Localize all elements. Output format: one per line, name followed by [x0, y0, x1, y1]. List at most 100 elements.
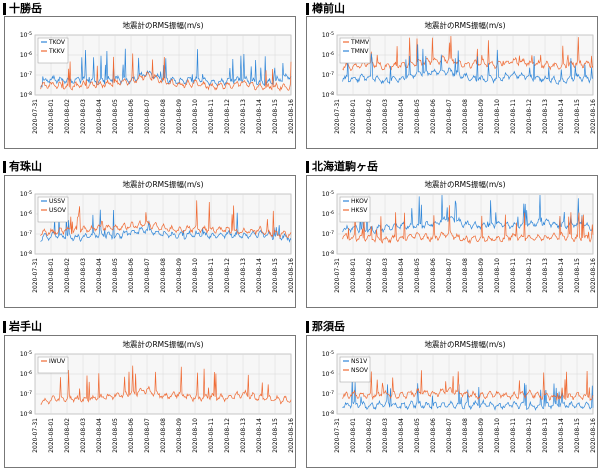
x-tick-label: 2020-08-01: [48, 99, 55, 134]
series-line-tkkv: [40, 53, 292, 92]
chart-panel-hokkaido-komagatake: 地震計のRMS振幅(m/s) 10-5 10-6 10-7 10-8 2020-07-31…: [306, 175, 598, 308]
y-tick-label: 10-8: [322, 250, 334, 258]
chart-panel-tarumaesan: 地震計のRMS振幅(m/s) 10-5 10-6 10-7 10-8 2020-07-31…: [306, 16, 598, 149]
y-tick-label: 10-6: [20, 370, 32, 378]
chart-title: 地震計のRMS振幅(m/s): [424, 179, 505, 189]
x-tick-label: 2020-08-16: [288, 258, 295, 293]
legend-label: NSOV: [351, 367, 369, 374]
y-tick-label: 10-6: [322, 370, 334, 378]
x-tick-label: 2020-08-11: [510, 258, 517, 293]
x-tick-label: 2020-08-07: [144, 258, 151, 293]
chart-title: 地震計のRMS振幅(m/s): [122, 20, 203, 30]
legend: NS1V NSOV: [339, 356, 371, 383]
x-tick-label: 2020-08-03: [80, 99, 87, 134]
legend-label: HKSV: [351, 207, 368, 214]
x-tick-label: 2020-08-07: [446, 258, 453, 293]
y-tick-label: 10-8: [20, 250, 32, 258]
x-tick-label: 2020-07-31: [32, 418, 39, 453]
series-line-hkov: [342, 194, 594, 234]
y-tick-label: 10-6: [322, 51, 334, 59]
station-title-hokkaido-komagatake: 北海道駒ヶ岳: [306, 160, 378, 174]
x-tick-label: 2020-08-07: [144, 418, 151, 453]
x-tick-label: 2020-08-04: [398, 418, 405, 453]
x-tick-label: 2020-07-31: [334, 418, 341, 453]
x-tick-label: 2020-08-01: [350, 418, 357, 453]
rms-chart: 地震計のRMS振幅(m/s) 10-5 10-6 10-7 10-82020-07-31…: [322, 20, 597, 134]
x-tick-label: 2020-08-12: [526, 418, 533, 453]
x-tick-label: 2020-08-12: [224, 418, 231, 453]
rms-chart: 地震計のRMS振幅(m/s) 10-5 10-6 10-7 10-82020-07-31…: [20, 179, 295, 293]
chart-title: 地震計のRMS振幅(m/s): [424, 20, 505, 30]
station-title-nasudake: 那須岳: [306, 320, 345, 334]
y-tick-label: 10-6: [20, 210, 32, 218]
legend-label: TMNV: [350, 48, 369, 55]
x-tick-label: 2020-08-15: [272, 99, 279, 134]
station-name: 十勝岳: [9, 2, 42, 15]
x-tick-label: 2020-08-05: [112, 99, 119, 134]
x-tick-label: 2020-08-06: [128, 418, 135, 453]
legend: TKOV TKKV: [37, 37, 69, 64]
x-tick-label: 2020-08-08: [462, 99, 469, 134]
y-tick-label: 10-5: [20, 190, 32, 198]
x-tick-label: 2020-08-08: [462, 258, 469, 293]
x-tick-label: 2020-08-12: [526, 99, 533, 134]
y-tick-label: 10-6: [322, 210, 334, 218]
x-tick-label: 2020-08-14: [256, 99, 263, 134]
x-tick-label: 2020-08-01: [48, 258, 55, 293]
x-tick-label: 2020-08-13: [542, 418, 549, 453]
x-tick-label: 2020-08-06: [430, 258, 437, 293]
y-tick-label: 10-7: [20, 390, 32, 398]
x-tick-label: 2020-08-06: [430, 418, 437, 453]
station-name: 那須岳: [312, 320, 345, 333]
x-tick-label: 2020-08-12: [224, 99, 231, 134]
x-tick-label: 2020-07-31: [32, 258, 39, 293]
series-line-usov: [40, 200, 292, 239]
station-name: 岩手山: [9, 320, 42, 333]
x-tick-label: 2020-08-13: [240, 258, 247, 293]
rms-chart: 地震計のRMS振幅(m/s) 10-5 10-6 10-7 10-82020-07-31…: [20, 339, 295, 453]
legend: HKOV HKSV: [339, 196, 371, 223]
legend-label: TMMV: [350, 39, 370, 46]
y-tick-label: 10-8: [20, 410, 32, 418]
x-tick-label: 2020-08-13: [542, 99, 549, 134]
x-tick-label: 2020-08-05: [112, 258, 119, 293]
legend-label: NS1V: [351, 358, 368, 365]
y-tick-label: 10-8: [322, 410, 334, 418]
x-tick-label: 2020-08-04: [398, 99, 405, 134]
x-tick-label: 2020-07-31: [334, 258, 341, 293]
x-tick-label: 2020-08-06: [128, 99, 135, 134]
x-tick-label: 2020-08-13: [240, 99, 247, 134]
x-tick-label: 2020-08-02: [64, 99, 71, 134]
x-tick-label: 2020-08-10: [192, 99, 199, 134]
y-tick-label: 10-7: [20, 71, 32, 79]
station-title-iwatesan: 岩手山: [3, 320, 42, 334]
y-tick-label: 10-8: [20, 91, 32, 99]
station-title-usuzan: 有珠山: [3, 160, 42, 174]
x-tick-label: 2020-08-09: [176, 418, 183, 453]
legend: TMMV TMNV: [339, 37, 371, 64]
x-tick-label: 2020-08-03: [80, 418, 87, 453]
legend: IWUV: [37, 356, 69, 374]
series-line-ns1v: [342, 378, 594, 411]
legend-label: USSV: [49, 198, 66, 205]
x-tick-label: 2020-08-03: [80, 258, 87, 293]
y-tick-label: 10-7: [322, 230, 334, 238]
x-tick-label: 2020-08-09: [478, 99, 485, 134]
x-tick-label: 2020-08-07: [446, 99, 453, 134]
station-name: 有珠山: [9, 160, 42, 173]
series-line-tmnv: [342, 44, 594, 85]
x-tick-label: 2020-08-14: [256, 418, 263, 453]
x-tick-label: 2020-08-08: [462, 418, 469, 453]
y-tick-label: 10-5: [322, 350, 334, 358]
chart-panel-tokachidake: 地震計のRMS振幅(m/s) 10-5 10-6 10-7 10-8 2020-07-31…: [4, 16, 296, 149]
x-tick-label: 2020-08-10: [192, 418, 199, 453]
x-tick-label: 2020-08-04: [398, 258, 405, 293]
rms-chart: 地震計のRMS振幅(m/s) 10-5 10-6 10-7 10-82020-07-31…: [322, 339, 597, 453]
x-tick-label: 2020-08-13: [240, 418, 247, 453]
x-tick-label: 2020-08-03: [382, 99, 389, 134]
legend-label: HKOV: [351, 198, 369, 205]
series-line-tkov: [40, 48, 292, 88]
x-tick-label: 2020-08-01: [350, 99, 357, 134]
y-tick-label: 10-7: [20, 230, 32, 238]
x-tick-label: 2020-08-16: [590, 418, 597, 453]
